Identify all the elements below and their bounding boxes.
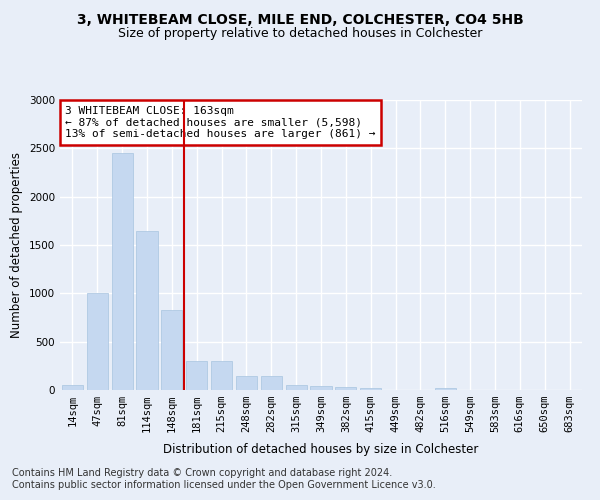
Y-axis label: Number of detached properties: Number of detached properties xyxy=(10,152,23,338)
Bar xyxy=(261,376,282,390)
Bar xyxy=(87,294,108,390)
Bar xyxy=(335,387,356,390)
Text: 3, WHITEBEAM CLOSE, MILE END, COLCHESTER, CO4 5HB: 3, WHITEBEAM CLOSE, MILE END, COLCHESTER… xyxy=(77,12,523,26)
Bar xyxy=(236,376,257,390)
Bar xyxy=(286,384,307,390)
Bar xyxy=(136,230,158,390)
Bar xyxy=(62,384,83,390)
Text: Contains HM Land Registry data © Crown copyright and database right 2024.
Contai: Contains HM Land Registry data © Crown c… xyxy=(12,468,436,490)
Bar xyxy=(161,310,182,390)
Bar xyxy=(211,362,232,390)
Text: Size of property relative to detached houses in Colchester: Size of property relative to detached ho… xyxy=(118,28,482,40)
Bar xyxy=(360,388,381,390)
Bar xyxy=(435,388,456,390)
Bar xyxy=(112,153,133,390)
Text: 3 WHITEBEAM CLOSE: 163sqm
← 87% of detached houses are smaller (5,598)
13% of se: 3 WHITEBEAM CLOSE: 163sqm ← 87% of detac… xyxy=(65,106,376,139)
Bar xyxy=(310,386,332,390)
Text: Distribution of detached houses by size in Colchester: Distribution of detached houses by size … xyxy=(163,442,479,456)
Bar xyxy=(186,361,207,390)
